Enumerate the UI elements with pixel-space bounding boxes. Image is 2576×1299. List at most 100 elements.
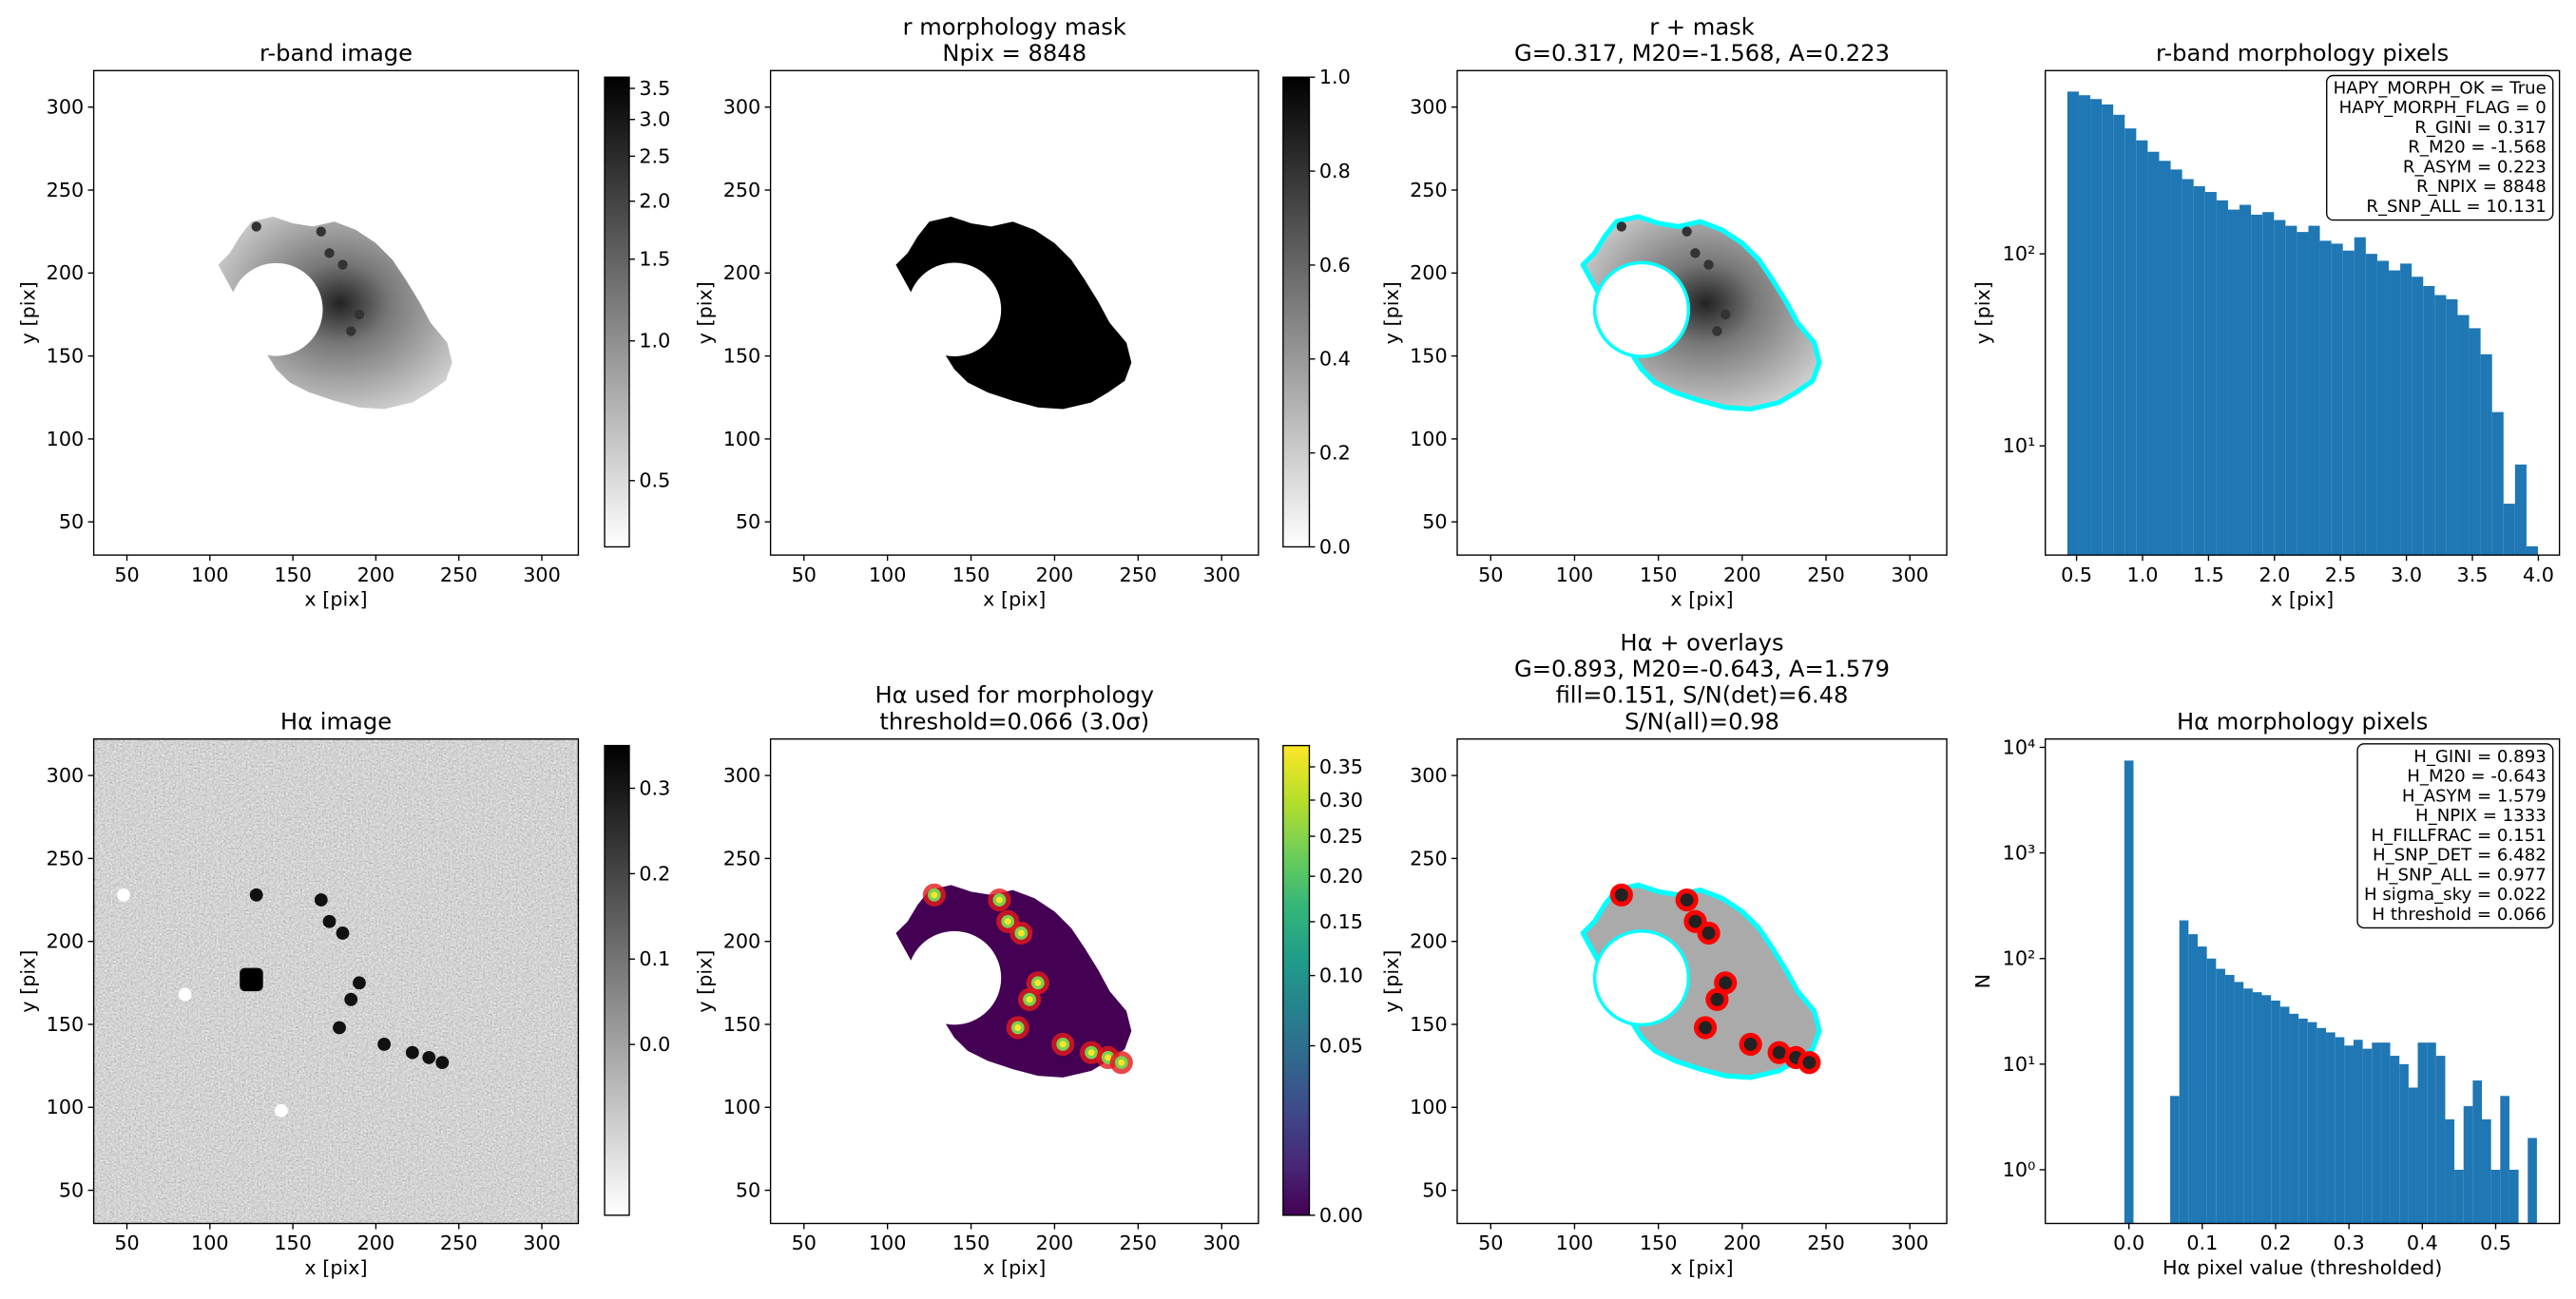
x-tick-label: 50 (114, 1232, 139, 1254)
mask-cutout (1592, 260, 1691, 358)
source (353, 976, 366, 990)
axes-frame (1456, 69, 1948, 556)
colorbar (1282, 744, 1311, 1216)
y-tick-label: 200 (47, 261, 85, 284)
y-tick-label: 150 (47, 1013, 85, 1036)
bar (2240, 204, 2252, 556)
bar (2251, 214, 2263, 556)
colorbar (604, 76, 630, 548)
panel: 50 100 150 200 250 300 50 100 150 200 250 300 x [pix… (693, 13, 1350, 610)
x-tick-label: 300 (1202, 564, 1240, 586)
panel: 0.5 1.0 1.5 2.0 2.5 3.0 3.5 4.0 10¹ 10² x [pix] y [… (1971, 40, 2561, 611)
x-tick-label: 0.5 (2061, 564, 2092, 586)
bar (2206, 958, 2217, 1224)
source (336, 926, 350, 940)
bar (2445, 1118, 2455, 1224)
source (344, 992, 358, 1006)
knot (1772, 1045, 1786, 1060)
x-tick-label: 150 (274, 1232, 312, 1254)
bar (2399, 1063, 2409, 1224)
x-axis-label: x [pix] (2271, 588, 2334, 611)
colorbar-tick-label: 0.0 (639, 1033, 670, 1056)
panel: 0.0 0.1 0.2 0.3 0.4 0.5 10⁰ 10¹ 10² 10³ 10⁴ Hα pixe… (1971, 708, 2561, 1279)
y-tick-label: 300 (723, 764, 761, 787)
x-tick-label: 200 (357, 1232, 395, 1254)
colorbar-tick-label: 0.4 (1319, 348, 1351, 371)
x-axis-label: x [pix] (1670, 588, 1733, 611)
y-tick-label: 150 (1410, 345, 1448, 368)
bar (2170, 1096, 2180, 1224)
bar (2319, 240, 2332, 556)
y-axis-label: y [pix] (16, 281, 39, 344)
x-tick-label: 100 (191, 564, 229, 586)
y-tick-label: 300 (1410, 764, 1448, 787)
bar (2380, 1042, 2391, 1224)
bar (2400, 263, 2413, 556)
panel-title: r-band image (260, 40, 413, 67)
y-tick-label: 250 (1410, 179, 1448, 201)
source (435, 1056, 450, 1070)
x-tick-label: 250 (1120, 1232, 1158, 1254)
y-tick-label: 10⁴ (2003, 735, 2036, 758)
x-tick-label: 250 (1807, 564, 1845, 586)
x-axis-label: x [pix] (983, 1256, 1046, 1279)
panel: 50 100 150 200 250 300 50 100 150 200 250 300 x [pix… (1380, 629, 1948, 1279)
knot-core (1087, 1049, 1095, 1057)
y-tick-label: 10² (2003, 242, 2036, 265)
bar (2113, 114, 2125, 556)
x-tick-label: 100 (1556, 564, 1594, 586)
bar (2326, 1032, 2336, 1224)
annotation-line: H_M20 = -0.643 (2407, 767, 2547, 787)
bar (2308, 225, 2320, 556)
plot-area (895, 216, 1132, 410)
bar (2376, 260, 2390, 556)
y-axis-label: y [pix] (693, 281, 716, 344)
x-tick-label: 200 (1036, 564, 1074, 586)
colorbar-tick-label: 1.5 (639, 248, 670, 271)
y-tick-label: 100 (723, 428, 761, 450)
y-tick-label: 50 (59, 510, 84, 533)
x-tick-label: 4.0 (2523, 564, 2554, 586)
bar (2514, 464, 2527, 556)
bar (2274, 220, 2286, 556)
panel: 50 100 150 200 250 300 50 100 150 200 250 300 x [pix… (693, 682, 1363, 1279)
panel-title: G=0.893, M20=-0.643, A=1.579 (1514, 656, 1890, 682)
y-tick-label: 300 (47, 764, 85, 787)
bar (2480, 353, 2492, 556)
bar (2526, 545, 2538, 556)
knot-core (1105, 1054, 1112, 1061)
y-tick-label: 150 (1410, 1013, 1448, 1036)
panel-title: Hα + overlays (1620, 629, 1783, 656)
x-tick-label: 150 (1640, 564, 1678, 586)
knot-core (1014, 1024, 1022, 1031)
knot (1743, 1038, 1758, 1051)
axes-frame (1456, 737, 1948, 1225)
x-tick-label: 0.4 (2407, 1232, 2438, 1254)
bar (2353, 1040, 2363, 1224)
source (249, 888, 263, 902)
y-tick-label: 200 (47, 930, 85, 953)
y-tick-label: 10⁰ (2003, 1158, 2036, 1181)
bright-source (240, 967, 263, 992)
x-axis-label: x [pix] (983, 588, 1046, 611)
knot-core (1004, 918, 1011, 926)
x-tick-label: 250 (1807, 1232, 1845, 1254)
colorbar-tick-label: 0.6 (1319, 254, 1351, 277)
annotation-line: R_NPIX = 8848 (2416, 177, 2547, 197)
panel-title: threshold=0.066 (3.0σ) (879, 708, 1149, 735)
bar (2365, 254, 2377, 556)
axes-frame (769, 69, 1259, 556)
plot-area (218, 216, 452, 410)
plot-area (93, 738, 579, 1224)
knot (1616, 221, 1627, 232)
x-tick-label: 50 (1478, 1232, 1503, 1254)
source (322, 914, 336, 928)
bar (2078, 95, 2091, 556)
x-tick-label: 300 (523, 1232, 561, 1254)
colorbar-tick-label: 0.0 (1319, 535, 1351, 558)
y-tick-label: 10¹ (2003, 1053, 2036, 1076)
colorbar-tick-label: 1.0 (639, 330, 670, 353)
negative-source (178, 987, 192, 1002)
colorbar-tick-label: 3.0 (639, 108, 670, 131)
